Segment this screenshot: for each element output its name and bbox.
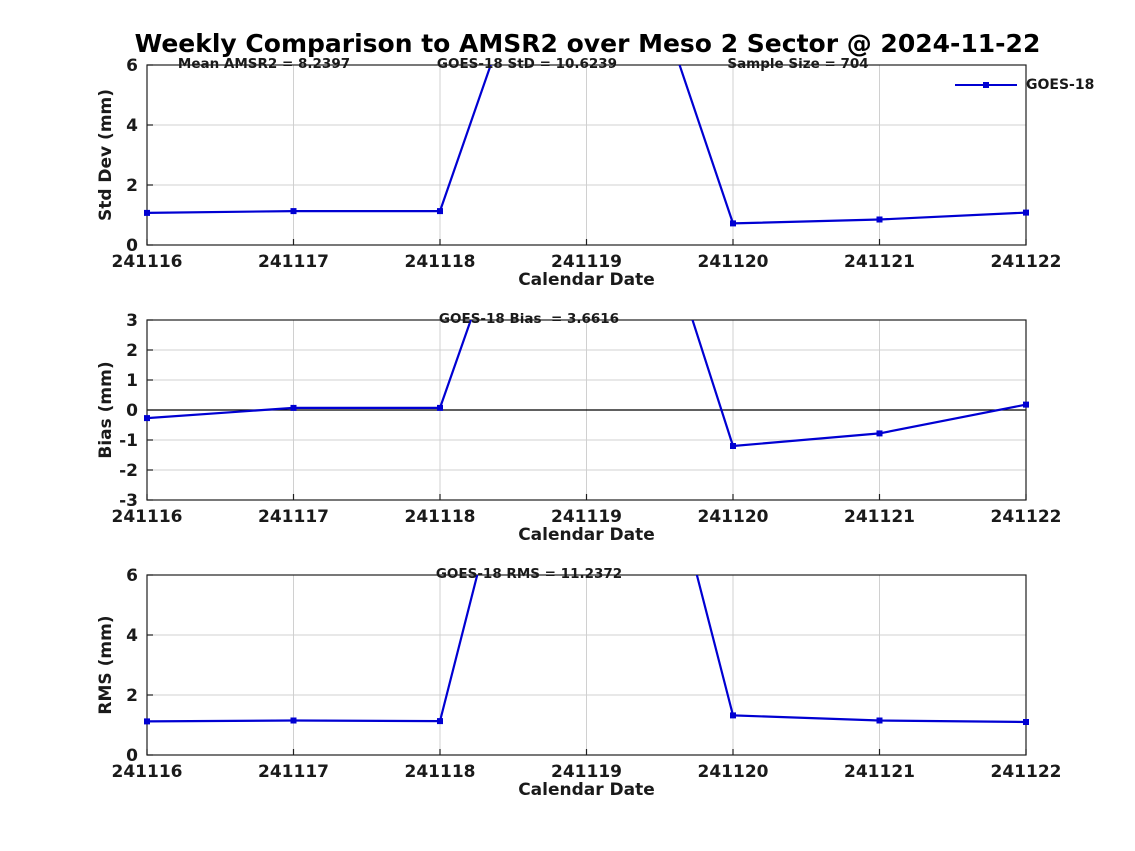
- x-tick-label: 241120: [698, 507, 769, 527]
- chart-title: Weekly Comparison to AMSR2 over Meso 2 S…: [134, 29, 1041, 58]
- legend-label: GOES-18: [1026, 77, 1095, 93]
- x-axis-label-bias: Calendar Date: [518, 525, 655, 545]
- data-point-marker: [876, 430, 883, 437]
- y-tick-label: 6: [126, 56, 138, 76]
- y-tick-label: 6: [126, 566, 138, 586]
- y-tick-label: 2: [126, 176, 138, 196]
- x-tick-label: 241120: [698, 762, 769, 782]
- y-tick-label: 0: [126, 236, 138, 256]
- data-point-marker: [730, 443, 736, 449]
- annotation-goes18-std: GOES-18 StD = 10.6239: [436, 56, 618, 72]
- x-tick-label: 241120: [698, 252, 769, 272]
- data-point-marker: [1023, 719, 1029, 725]
- y-axis-label-bias: Bias (mm): [96, 361, 116, 459]
- legend-line-sample: [955, 78, 1017, 92]
- data-point-marker: [144, 209, 150, 216]
- data-point-marker: [290, 208, 297, 215]
- x-tick-label: 241116: [112, 252, 183, 272]
- x-tick-label: 241118: [405, 762, 476, 782]
- y-tick-label: 2: [126, 686, 138, 706]
- axes-box: [146, 319, 1027, 501]
- data-point-marker: [730, 712, 736, 719]
- y-tick-label: 1: [126, 371, 138, 391]
- x-axis-label-rms: Calendar Date: [518, 780, 655, 800]
- x-tick-label: 241122: [991, 252, 1062, 272]
- y-axis-label-stddev: Std Dev (mm): [96, 88, 116, 222]
- data-point-marker: [290, 717, 297, 724]
- data-point-marker: [437, 404, 443, 411]
- x-axis-label-stddev: Calendar Date: [518, 270, 655, 290]
- annotation-mean-amsr2: Mean AMSR2 = 8.2397: [177, 56, 351, 72]
- x-tick-label: 241119: [551, 762, 622, 782]
- data-point-marker: [1023, 209, 1029, 216]
- data-point-marker: [1023, 401, 1029, 408]
- x-tick-label: 241116: [112, 507, 183, 527]
- axes-box: [146, 64, 1027, 246]
- y-tick-label: -2: [119, 461, 138, 481]
- data-point-marker: [144, 718, 150, 725]
- y-tick-label: 0: [126, 401, 138, 421]
- axes-box: [146, 574, 1027, 756]
- x-tick-label: 241122: [991, 762, 1062, 782]
- x-tick-label: 241121: [844, 252, 915, 272]
- y-tick-label: -3: [119, 491, 138, 511]
- y-tick-label: 4: [126, 626, 138, 646]
- data-point-marker: [876, 717, 883, 724]
- legend: GOES-18: [955, 77, 1094, 93]
- y-tick-label: -1: [119, 431, 138, 451]
- x-tick-label: 241117: [258, 252, 329, 272]
- annotation-goes18-rms: GOES-18 RMS = 11.2372: [435, 566, 623, 582]
- x-tick-label: 241121: [844, 762, 915, 782]
- x-tick-label: 241116: [112, 762, 183, 782]
- x-tick-label: 241117: [258, 507, 329, 527]
- x-tick-label: 241118: [405, 252, 476, 272]
- y-tick-label: 4: [126, 116, 138, 136]
- annotation-goes18-bias: GOES-18 Bias = 3.6616: [438, 311, 620, 327]
- x-tick-label: 241118: [405, 507, 476, 527]
- data-point-marker: [144, 415, 150, 422]
- data-point-marker: [437, 208, 443, 215]
- y-tick-label: 0: [126, 746, 138, 766]
- data-point-marker: [730, 220, 736, 227]
- y-tick-label: 3: [126, 311, 138, 331]
- y-tick-label: 2: [126, 341, 138, 361]
- x-tick-label: 241119: [551, 507, 622, 527]
- x-tick-label: 241119: [551, 252, 622, 272]
- data-point-marker: [437, 718, 443, 725]
- data-point-marker: [876, 216, 883, 223]
- x-tick-label: 241122: [991, 507, 1062, 527]
- data-point-marker: [290, 404, 297, 411]
- y-axis-label-rms: RMS (mm): [96, 615, 116, 715]
- x-tick-label: 241117: [258, 762, 329, 782]
- annotation-sample-size: Sample Size = 704: [727, 56, 869, 72]
- x-tick-label: 241121: [844, 507, 915, 527]
- legend-square-marker-icon: [983, 82, 989, 88]
